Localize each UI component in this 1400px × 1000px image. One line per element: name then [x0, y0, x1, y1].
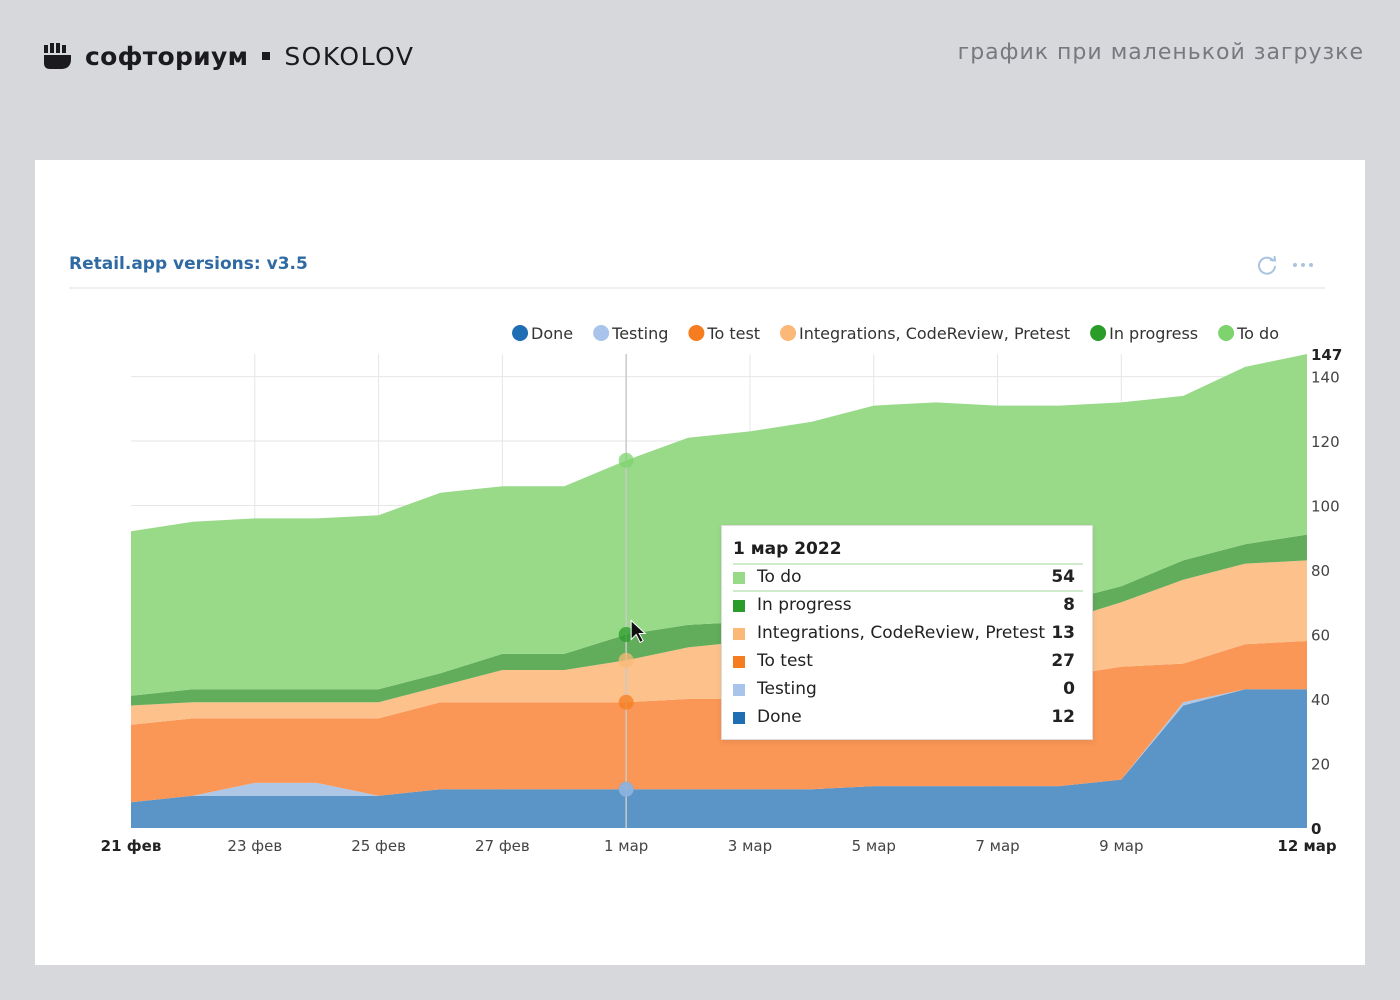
legend-dot-icon — [780, 325, 797, 341]
x-tick-label: 23 фев — [227, 837, 282, 855]
area-done — [131, 689, 1307, 828]
legend-item-integrations-codereview-pretest: Integrations, CodeReview, Pretest — [780, 324, 1070, 343]
mouse-cursor-icon — [630, 619, 647, 644]
x-tick-label: 5 мар — [852, 837, 896, 855]
x-tick-label: 7 мар — [975, 837, 1019, 855]
title-divider — [69, 287, 1325, 289]
x-tick-label: 27 фев — [475, 837, 530, 855]
y-tick-label: 20 — [1311, 756, 1330, 774]
x-tick-label: 21 фев — [101, 837, 162, 855]
hover-point — [618, 694, 634, 710]
chart-tooltip: 1 мар 2022 To do 54 In progress 8 Integr… — [721, 525, 1093, 740]
legend-dot-icon — [688, 325, 705, 341]
tooltip-label: In progress — [757, 595, 852, 615]
sofforium-logo-icon — [44, 43, 71, 69]
header-caption: график при маленькой загрузке — [957, 40, 1364, 65]
y-tick-label: 60 — [1311, 627, 1330, 645]
tooltip-row-in-progress: In progress 8 — [733, 593, 1075, 619]
hover-point — [618, 627, 634, 643]
brand: софториум SOKOLOV — [44, 36, 414, 76]
tooltip-value: 13 — [1051, 623, 1075, 643]
legend-label: Testing — [611, 324, 668, 343]
y-tick-label: 140 — [1311, 369, 1340, 387]
y-tick-label: 147 — [1311, 346, 1342, 364]
tooltip-row-done: Done 12 — [733, 705, 1075, 731]
legend-dot-icon — [593, 325, 610, 341]
tooltip-value: 54 — [1051, 567, 1075, 587]
brand-name: софториум — [85, 41, 249, 71]
hover-point — [618, 652, 634, 668]
legend-label: To do — [1236, 324, 1279, 343]
in-progress-swatch — [733, 600, 745, 612]
x-tick-label: 3 мар — [728, 837, 772, 855]
tooltip-title: 1 мар 2022 — [733, 539, 842, 559]
testing-swatch — [733, 684, 745, 696]
legend-item-to-test: To test — [688, 324, 760, 343]
tooltip-label: Integrations, CodeReview, Pretest — [757, 623, 1045, 643]
more-icon[interactable] — [1290, 252, 1316, 278]
y-tick-label: 80 — [1311, 562, 1330, 580]
tooltip-label: To do — [757, 567, 802, 587]
y-tick-label: 120 — [1311, 433, 1340, 451]
y-tick-label: 40 — [1311, 691, 1330, 709]
legend-item-done: Done — [512, 324, 573, 343]
hover-point — [618, 781, 634, 797]
tooltip-row-todo: To do 54 — [733, 565, 1075, 591]
legend-dot-icon — [512, 325, 529, 341]
widget-toolbar — [1254, 252, 1316, 278]
legend-item-testing: Testing — [593, 324, 668, 343]
x-tick-label: 1 мар — [604, 837, 648, 855]
legend-dot-icon — [1218, 325, 1235, 341]
tooltip-label: To test — [757, 651, 813, 671]
tooltip-row-integrations: Integrations, CodeReview, Pretest 13 — [733, 621, 1075, 647]
tooltip-value: 27 — [1051, 651, 1075, 671]
brand-separator — [262, 52, 271, 60]
legend-item-to-do: To do — [1218, 324, 1279, 343]
area-testing — [131, 689, 1307, 803]
x-tick-label: 25 фев — [351, 837, 406, 855]
legend-label: To test — [706, 324, 760, 343]
tooltip-label: Testing — [757, 679, 817, 699]
refresh-icon[interactable] — [1254, 252, 1280, 278]
tooltip-divider — [733, 590, 1083, 592]
legend-label: Done — [531, 324, 573, 343]
tooltip-divider — [733, 563, 1083, 565]
x-tick-label: 12 мар — [1277, 837, 1336, 855]
tooltip-value: 8 — [1063, 595, 1075, 615]
tooltip-label: Done — [757, 707, 802, 727]
to-test-swatch — [733, 656, 745, 668]
tooltip-value: 12 — [1051, 707, 1075, 727]
legend-label: In progress — [1109, 324, 1198, 343]
done-swatch — [733, 712, 745, 724]
partner-name: SOKOLOV — [284, 41, 415, 71]
tooltip-row-to-test: To test 27 — [733, 649, 1075, 675]
y-tick-label: 100 — [1311, 498, 1340, 516]
legend-item-in-progress: In progress — [1090, 324, 1198, 343]
legend-dot-icon — [1090, 325, 1107, 341]
y-tick-label: 0 — [1311, 820, 1321, 838]
tooltip-row-testing: Testing 0 — [733, 677, 1075, 703]
x-tick-label: 9 мар — [1099, 837, 1143, 855]
area-to-do — [131, 354, 1307, 696]
tooltip-value: 0 — [1063, 679, 1075, 699]
hover-point — [618, 452, 634, 468]
todo-swatch — [733, 572, 745, 584]
integrations-swatch — [733, 628, 745, 640]
widget-title: Retail.app versions: v3.5 — [69, 254, 308, 274]
legend-label: Integrations, CodeReview, Pretest — [799, 324, 1070, 343]
